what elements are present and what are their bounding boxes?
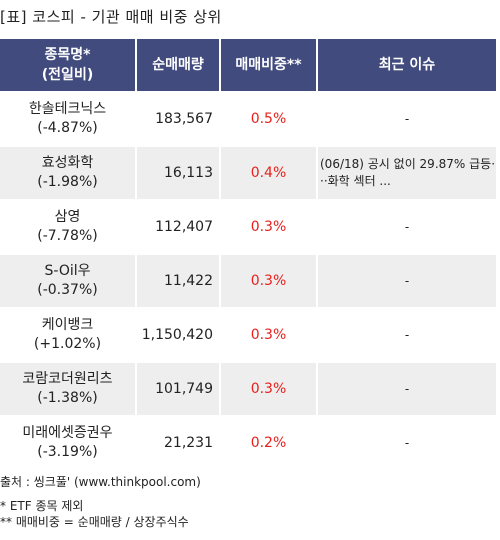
issue: - bbox=[404, 327, 410, 342]
name-cell: 케이뱅크 (+1.02%) bbox=[0, 309, 135, 361]
row: 한솔테크닉스 (-4.87%) 183,567 0.5% - bbox=[0, 93, 496, 145]
ratio: 0.2% bbox=[250, 434, 287, 451]
stock-name: S-Oil우 bbox=[44, 263, 91, 279]
table-body: 한솔테크닉스 (-4.87%) 183,567 0.5% - 효성화학 (-1.98%) 16… bbox=[0, 93, 496, 469]
net-volume: 183,567 bbox=[155, 110, 213, 127]
stock-name: 한솔테크닉스 bbox=[28, 101, 107, 117]
row: 효성화학 (-1.98%) 16,113 0.4% (06/18) 공시 없이 29.8… bbox=[0, 147, 496, 199]
row: S-Oil우 (-0.37%) 11,422 0.3% - bbox=[0, 255, 496, 307]
footer: 출처 : 씽크풀' (www.thinkpool.com) * ETF 종목 제… bbox=[0, 474, 201, 530]
issue: - bbox=[404, 219, 410, 234]
stock-name: 미래에셋증권우 bbox=[22, 425, 113, 441]
header-cell: 최근 이슈 bbox=[318, 39, 496, 91]
ratio: 0.3% bbox=[250, 218, 287, 235]
change: (-7.78%) bbox=[37, 228, 98, 244]
header-row: 종목명* (전일비) 순매매량 매매비중** 최근 이슈 bbox=[0, 39, 496, 91]
name-cell: S-Oil우 (-0.37%) bbox=[0, 255, 135, 307]
change: (-4.87%) bbox=[37, 120, 98, 136]
net-volume: 112,407 bbox=[155, 218, 213, 235]
row: 미래에셋증권우 (-3.19%) 21,231 0.2% - bbox=[0, 417, 496, 469]
note: ** 매매비중 = 순매매량 / 상장주식수 bbox=[0, 515, 189, 529]
change: (-0.37%) bbox=[37, 282, 98, 298]
change: (+1.02%) bbox=[33, 336, 102, 352]
row: 삼영 (-7.78%) 112,407 0.3% - bbox=[0, 201, 496, 253]
header-cell: 종목명* (전일비) bbox=[0, 39, 135, 91]
ratio: 0.3% bbox=[221, 363, 316, 415]
ratio: 0.3% bbox=[250, 326, 287, 343]
net-volume: 16,113 bbox=[137, 147, 219, 199]
note: * ETF 종목 제외 bbox=[0, 499, 84, 513]
name-cell: 미래에셋증권우 (-3.19%) bbox=[0, 417, 135, 469]
issue: - bbox=[404, 435, 410, 450]
header-cell: 매매비중** bbox=[221, 39, 316, 91]
stock-name: 케이뱅크 bbox=[41, 317, 94, 333]
net-volume: 1,150,420 bbox=[141, 326, 213, 343]
net-volume: 101,749 bbox=[137, 363, 219, 415]
row: 케이뱅크 (+1.02%) 1,150,420 0.3% - bbox=[0, 309, 496, 361]
stock-name: 코람코더원리츠 bbox=[22, 371, 113, 387]
source: 출처 : 씽크풀' (www.thinkpool.com) bbox=[0, 475, 201, 489]
table: 종목명* (전일비) 순매매량 매매비중** 최근 이슈 한솔테크닉스 (-4.87%)… bbox=[0, 37, 498, 471]
issue: - bbox=[318, 255, 496, 307]
stock-name: 효성화학 bbox=[41, 155, 94, 171]
name-cell: 삼영 (-7.78%) bbox=[0, 201, 135, 253]
issue: (06/18) 공시 없이 29.87% 급등···화학 섹터 ... bbox=[318, 147, 496, 199]
issue: - bbox=[318, 363, 496, 415]
name-cell: 효성화학 (-1.98%) bbox=[0, 147, 135, 199]
change: (-1.38%) bbox=[37, 390, 98, 406]
row: 코람코더원리츠 (-1.38%) 101,749 0.3% - bbox=[0, 363, 496, 415]
ratio: 0.3% bbox=[221, 255, 316, 307]
stock-name: 삼영 bbox=[54, 209, 81, 225]
header-cell: 순매매량 bbox=[137, 39, 219, 91]
ratio: 0.4% bbox=[221, 147, 316, 199]
change: (-1.98%) bbox=[37, 174, 98, 190]
issue: - bbox=[404, 111, 410, 126]
name-cell: 한솔테크닉스 (-4.87%) bbox=[0, 93, 135, 145]
net-volume: 21,231 bbox=[164, 434, 213, 451]
title: [표] 코스피 - 기관 매매 비중 상위 bbox=[0, 8, 222, 26]
ratio: 0.5% bbox=[250, 110, 287, 127]
name-cell: 코람코더원리츠 (-1.38%) bbox=[0, 363, 135, 415]
change: (-3.19%) bbox=[37, 444, 98, 460]
net-volume: 11,422 bbox=[137, 255, 219, 307]
